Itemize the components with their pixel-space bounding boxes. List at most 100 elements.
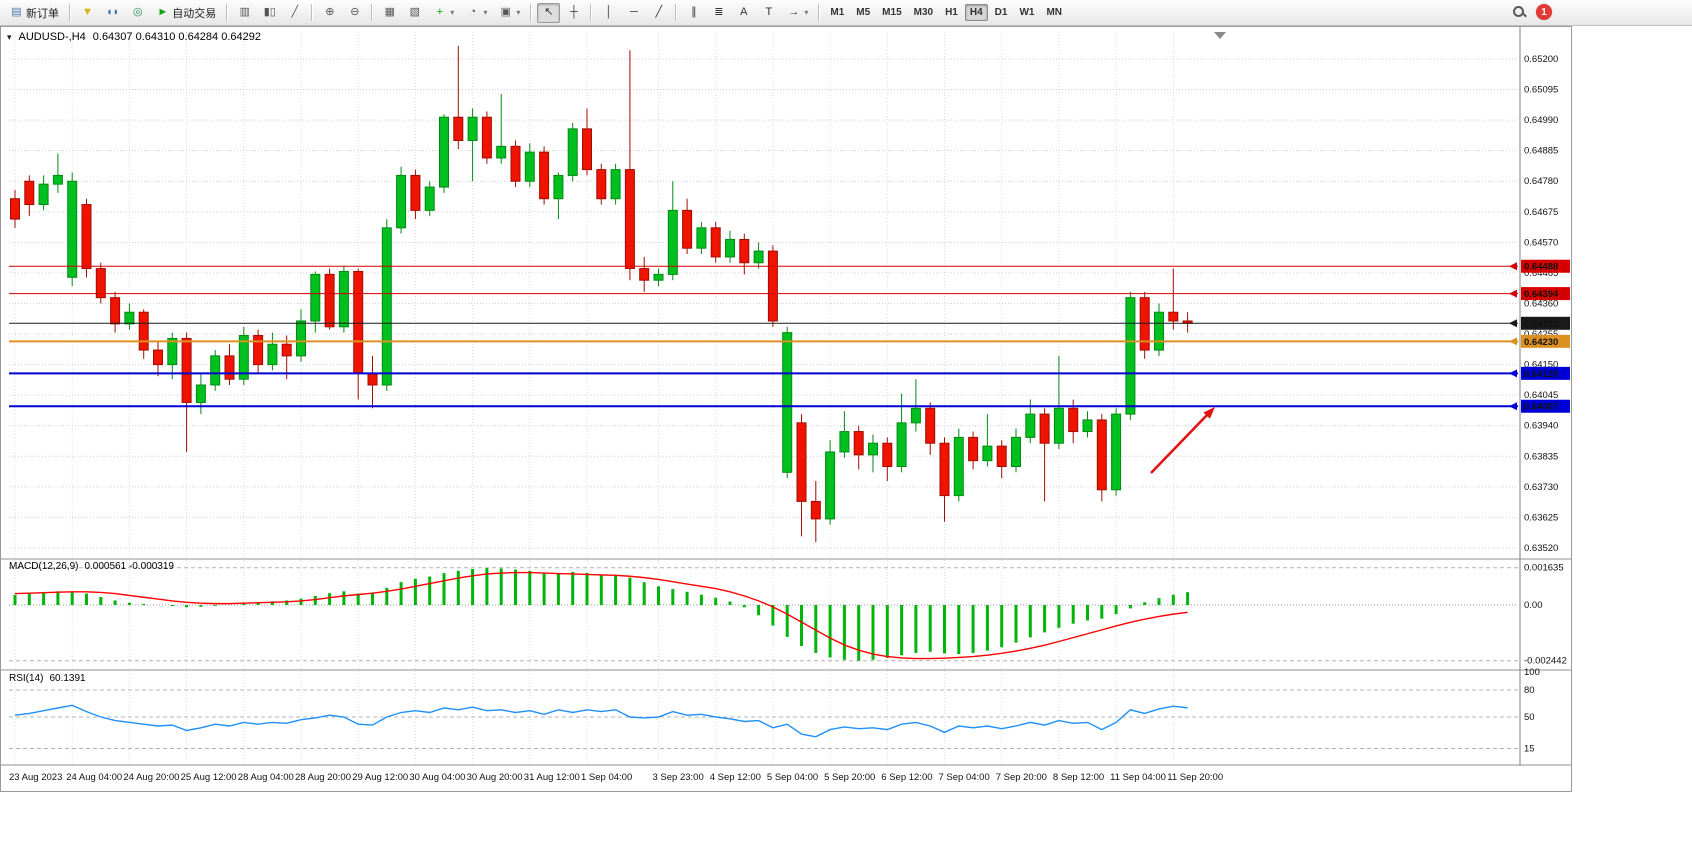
candle-chart-icon: ▮▯	[263, 6, 276, 18]
chart-window: ▾ AUDUSD-,H4 0.64307 0.64310 0.64284 0.6…	[0, 26, 1572, 792]
trend-arrow[interactable]	[1150, 407, 1215, 474]
svg-text:0.64488: 0.64488	[1524, 262, 1558, 273]
chart-shift-marker[interactable]	[1214, 32, 1226, 39]
timeframe-h4[interactable]: H4	[964, 4, 988, 21]
line-marker-icon	[1509, 262, 1517, 271]
svg-text:28 Aug 20:00: 28 Aug 20:00	[295, 772, 351, 783]
timeframe-mn[interactable]: MN	[1041, 4, 1067, 21]
svg-text:0.65200: 0.65200	[1524, 54, 1558, 65]
fibonacci-button[interactable]: ≣	[707, 3, 730, 23]
vline-button[interactable]: │	[597, 3, 620, 23]
toolbar-separator	[69, 4, 71, 21]
crosshair-button[interactable]: ┼	[562, 3, 585, 23]
svg-text:0.64045: 0.64045	[1524, 390, 1558, 401]
candle-chart-button[interactable]: ▮▯	[258, 3, 281, 23]
svg-text:0.64465: 0.64465	[1524, 268, 1558, 279]
svg-text:0.001635: 0.001635	[1524, 563, 1564, 574]
shapes-button[interactable]: → ▾	[782, 3, 813, 23]
zoom-in-button[interactable]: ⊕	[318, 3, 341, 23]
svg-text:0.64675: 0.64675	[1524, 207, 1558, 218]
candles	[10, 45, 1193, 543]
price-tag	[1521, 259, 1570, 273]
rsi-name: RSI(14)	[9, 673, 44, 684]
svg-text:0.64885: 0.64885	[1524, 146, 1558, 157]
toolbar: ▤ 新订单 ▼ ◖◗ ◎ ► 自动交易 ▥ ▮▯ ╱ ⊕ ⊖ ▦ ▧ + ▾ ◔ ▾ ▣ ▾ ↖ ┼ │ ─ ╱ ∥ ≣ A T → ▾ M1…	[0, 0, 1692, 26]
cursor-button[interactable]: ↖	[537, 2, 561, 23]
channel-icon: ∥	[691, 6, 697, 18]
label-button[interactable]: T	[757, 3, 780, 23]
chart-canvas[interactable]: 0.65200 0.65095 0.64990 0.64885 0.64780 0.646…	[1, 27, 1571, 791]
price-axis: 0.65200 0.65095 0.64990 0.64885 0.64780 0.646…	[1524, 54, 1567, 755]
price-tag	[1521, 316, 1570, 330]
new-order-button-label: 新订单	[26, 7, 59, 20]
templates-button[interactable]: ▣ ▾	[494, 3, 525, 23]
svg-text:5 Sep 20:00: 5 Sep 20:00	[824, 772, 875, 783]
timeframe-m1[interactable]: M1	[825, 4, 849, 21]
hline-button[interactable]: ─	[622, 3, 645, 23]
line-marker-icon	[1509, 369, 1517, 378]
horizontal-lines[interactable]	[9, 262, 1518, 411]
price-tags: 0.64488 0.64394 0.64292 0.64230 0.64120 0.640…	[1521, 259, 1570, 413]
periods-button[interactable]: ◔ ▾	[461, 3, 492, 23]
timeframe-m30[interactable]: M30	[909, 4, 938, 21]
svg-text:11 Sep 20:00: 11 Sep 20:00	[1167, 772, 1223, 783]
svg-text:0.64780: 0.64780	[1524, 176, 1558, 187]
text-button[interactable]: A	[732, 3, 755, 23]
templates-icon: ▣	[500, 6, 512, 18]
search-icon[interactable]	[1512, 5, 1526, 19]
svg-text:80: 80	[1524, 685, 1535, 696]
svg-text:4 Sep 12:00: 4 Sep 12:00	[710, 772, 761, 783]
ohlc-values: 0.64307 0.64310 0.64284 0.64292	[92, 31, 261, 43]
timeframe-w1[interactable]: W1	[1014, 4, 1039, 21]
indicators-button[interactable]: + ▾	[428, 3, 459, 23]
svg-text:0.64360: 0.64360	[1524, 298, 1558, 309]
svg-text:15: 15	[1524, 744, 1535, 755]
svg-text:0.64007: 0.64007	[1524, 402, 1558, 413]
grid	[9, 32, 1518, 765]
cascade-windows-icon: ▧	[409, 6, 420, 18]
new-order-button[interactable]: ▤ 新订单	[5, 3, 64, 23]
chevron-down-icon: ▾	[450, 8, 455, 17]
bar-chart-button[interactable]: ▥	[233, 3, 256, 23]
timeframe-h1[interactable]: H1	[940, 4, 963, 21]
chevron-down-icon: ▾	[483, 8, 488, 17]
timeframe-d1[interactable]: D1	[990, 4, 1013, 21]
timeframe-m15[interactable]: M15	[877, 4, 906, 21]
line-marker-icon	[1509, 289, 1517, 298]
svg-text:0.63940: 0.63940	[1524, 421, 1558, 432]
trendline-button[interactable]: ╱	[647, 3, 670, 23]
channel-button[interactable]: ∥	[682, 3, 705, 23]
svg-text:0.65095: 0.65095	[1524, 85, 1558, 96]
svg-text:0.64394: 0.64394	[1524, 289, 1559, 300]
people-icon: ◖◗	[106, 6, 120, 18]
refresh-button[interactable]: ◎	[126, 3, 149, 23]
svg-text:0.64120: 0.64120	[1524, 369, 1558, 380]
profiles-button[interactable]: ◖◗	[101, 3, 124, 23]
timeframe-m5[interactable]: M5	[851, 4, 875, 21]
arrow-head-icon	[1203, 407, 1215, 419]
rsi-label: RSI(14) 60.1391	[9, 673, 86, 684]
svg-text:0.63730: 0.63730	[1524, 482, 1558, 493]
svg-text:0.63835: 0.63835	[1524, 451, 1558, 462]
cascade-windows-button[interactable]: ▧	[403, 3, 426, 23]
svg-text:0.64230: 0.64230	[1524, 337, 1558, 348]
line-chart-button[interactable]: ╱	[283, 3, 306, 23]
macd-panel	[9, 567, 1518, 662]
zoom-out-button[interactable]: ⊖	[343, 3, 366, 23]
autotrade-button[interactable]: ► 自动交易	[151, 3, 221, 23]
funnel-button[interactable]: ▼	[76, 3, 99, 23]
toolbar-separator	[371, 4, 374, 21]
price-tag	[1521, 334, 1570, 348]
rsi-value: 60.1391	[49, 673, 86, 684]
zoom-out-icon: ⊖	[350, 6, 360, 18]
play-icon: ►	[157, 6, 169, 18]
cursor-icon: ↖	[544, 6, 554, 18]
svg-text:3 Sep 23:00: 3 Sep 23:00	[653, 772, 704, 783]
frame	[1, 27, 1571, 766]
svg-text:0.64570: 0.64570	[1524, 237, 1558, 248]
autotrade-button-label: 自动交易	[172, 7, 217, 20]
tile-windows-button[interactable]: ▦	[378, 3, 401, 23]
collapse-icon[interactable]: ▾	[7, 31, 12, 42]
notifications-badge[interactable]: 1	[1536, 4, 1552, 20]
macd-values: 0.000561 -0.000319	[84, 561, 174, 572]
